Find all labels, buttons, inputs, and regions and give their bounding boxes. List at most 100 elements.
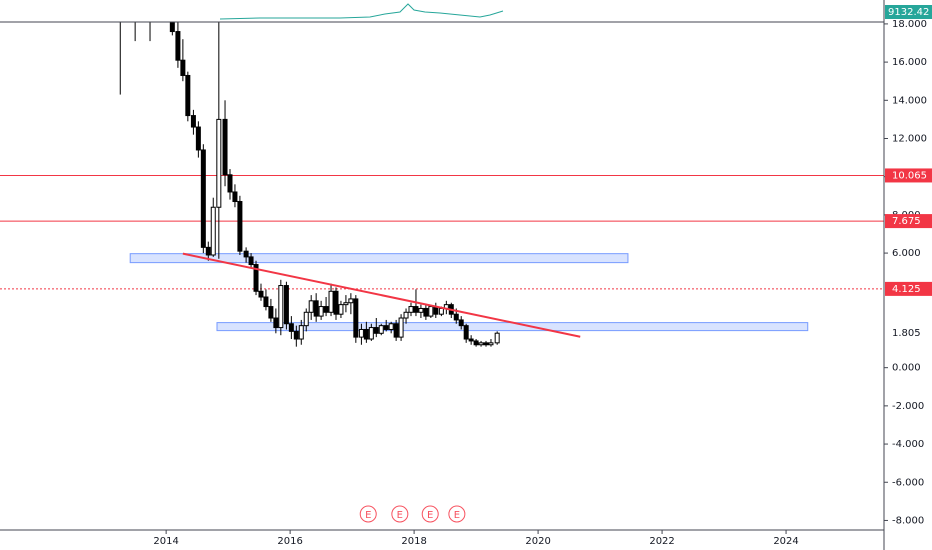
y-tick-label: -4.000 (892, 439, 924, 450)
candle-body (200, 149, 206, 248)
x-tick-label: 2016 (277, 536, 302, 547)
candle-body (408, 306, 414, 313)
price-label: 7.675 (892, 216, 921, 227)
y-tick-label: 16.000 (892, 57, 927, 68)
candle-body (353, 298, 359, 338)
candle-body (338, 304, 344, 315)
candle-body (268, 306, 274, 319)
candle-body (428, 306, 434, 317)
candle-body (210, 206, 216, 256)
candle-body (458, 319, 464, 327)
candle-body (393, 323, 399, 338)
event-label: E (427, 510, 433, 521)
event-label: E (397, 510, 403, 521)
price-label-bg (885, 168, 932, 183)
candle-body (308, 300, 314, 313)
candle-body (195, 126, 201, 151)
candle-body (169, 22, 175, 33)
candle-body (488, 342, 494, 346)
y-tick-label: 14.000 (892, 95, 927, 106)
price-label-bg (885, 214, 932, 229)
candle-body (348, 298, 354, 304)
candle-body (205, 246, 211, 256)
candle-body (368, 327, 374, 340)
candle-body (293, 330, 299, 340)
x-tick-label: 2018 (401, 536, 426, 547)
candle-body (298, 325, 304, 340)
last-price-bg (885, 326, 932, 341)
y-tick-label: -6.000 (892, 477, 924, 488)
candle-body (248, 256, 254, 266)
candle-body (313, 300, 319, 317)
event-marker (391, 505, 409, 523)
candle-body (278, 285, 284, 329)
y-tick-label: -2.000 (892, 401, 924, 412)
y-tick-label: 0.000 (892, 363, 921, 374)
x-tick-label: 2022 (649, 536, 674, 547)
candle-body (343, 302, 349, 306)
candle-body (185, 74, 191, 117)
price-label-bg (885, 281, 932, 296)
candle-body (328, 290, 334, 313)
y-tick-label: -8.000 (892, 515, 924, 526)
event-marker (359, 505, 377, 523)
candle-body (283, 285, 289, 325)
candle-body (463, 325, 469, 340)
candle-body (227, 174, 233, 193)
candle-body (473, 340, 479, 346)
candle-body (273, 317, 279, 329)
candle-body (216, 118, 222, 208)
x-tick-label: 2024 (773, 536, 798, 547)
y-tick-label: 12.000 (892, 133, 927, 144)
candle-body (423, 307, 429, 317)
candle-body (398, 317, 404, 338)
candle-body (363, 328, 369, 340)
event-marker (448, 505, 466, 523)
candle-body (180, 59, 186, 76)
price-label: 10.065 (892, 170, 927, 181)
compare-line (219, 3, 504, 20)
candle-body (333, 290, 339, 315)
candle-body (418, 307, 424, 313)
candle-body (175, 31, 181, 61)
candle-body (388, 323, 394, 330)
candle-body (383, 325, 389, 330)
zone (129, 253, 629, 264)
y-tick-label: 6.000 (892, 248, 921, 259)
candle-body (323, 306, 329, 313)
candle-body (237, 201, 243, 252)
axes: 18.00016.00014.00012.00010.0008.0006.000… (153, 5, 932, 547)
candle-body (253, 264, 259, 292)
candle-body (258, 290, 264, 298)
candle-body (373, 327, 379, 334)
event-label: E (454, 510, 460, 521)
last-price-label: 1.805 (892, 328, 921, 339)
y-tick-label: 18.000 (892, 19, 927, 30)
candle-body (190, 115, 196, 128)
candle-body (318, 306, 324, 317)
candle-body (378, 325, 384, 334)
candle-body (263, 296, 269, 308)
candle-body (468, 338, 474, 342)
x-tick-label: 2014 (153, 536, 178, 547)
x-tick-label: 2020 (525, 536, 550, 547)
candle-body (222, 118, 228, 176)
compare-label-bg (885, 5, 932, 19)
header-band (0, 0, 884, 21)
candle-body (288, 323, 294, 332)
candle-body (303, 311, 309, 327)
candle-body (453, 313, 459, 321)
candle-body (403, 311, 409, 319)
candle-body (438, 307, 444, 315)
trend-line (182, 252, 581, 338)
candle-body (494, 332, 500, 344)
candle-body (478, 342, 484, 346)
candle-body (358, 328, 364, 338)
event-marker (421, 505, 439, 523)
price-label: 4.125 (892, 284, 921, 295)
candle-body (413, 306, 419, 313)
candle-body (483, 342, 489, 346)
candle-body (232, 191, 238, 203)
